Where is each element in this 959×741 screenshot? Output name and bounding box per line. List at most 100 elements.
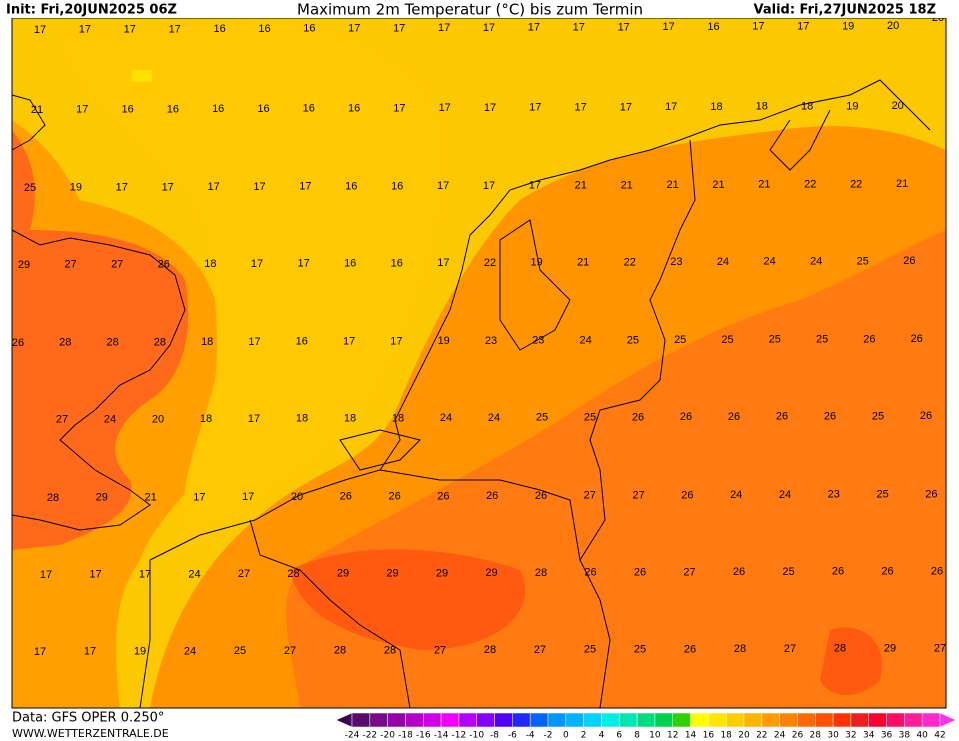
colorbar-tick-label: -14: [434, 731, 449, 741]
temperature-label: 17: [248, 336, 260, 348]
colorbar-box: [619, 712, 638, 728]
temperature-label: 23: [828, 489, 840, 501]
temperature-label: 25: [782, 566, 794, 578]
temperature-label: 26: [437, 490, 449, 502]
colorbar-tick-label: -6: [508, 731, 517, 741]
temperature-label: 24: [579, 335, 591, 347]
coastline: [11, 229, 186, 531]
temperature-label: 26: [680, 411, 692, 423]
temperature-label: 24: [779, 489, 791, 501]
temperature-label: 26: [824, 411, 836, 423]
cool-area: [60, 20, 443, 540]
temperature-label: 17: [574, 102, 586, 114]
temperature-label: 25: [584, 644, 596, 656]
data-source: Data: GFS OPER 0.250°: [12, 711, 164, 726]
colorbar-box: [868, 712, 887, 728]
temperature-label: 17: [665, 101, 677, 113]
temperature-label: 17: [139, 569, 151, 581]
temperature-field: [12, 18, 946, 708]
temperature-label: 27: [111, 259, 123, 271]
temperature-label: 16: [121, 104, 133, 116]
temperature-label: 26: [903, 255, 915, 267]
temperature-label: 17: [84, 646, 96, 658]
temperature-label: 27: [683, 566, 695, 578]
temperature-label: 17: [797, 21, 809, 33]
colorbar-box: [369, 712, 388, 728]
temperature-label: 17: [484, 102, 496, 114]
map-title: Maximum 2m Temperatur (°C) bis zum Termi…: [297, 1, 643, 19]
colorbar-tick-label: 40: [916, 731, 928, 741]
temperature-label: 25: [674, 334, 686, 346]
colorbar-tick-label: 14: [685, 731, 697, 741]
temperature-label: 16: [257, 103, 269, 115]
borders: [249, 109, 831, 709]
coastline: [139, 560, 151, 709]
temperature-label: 25: [816, 334, 828, 346]
colorbar-tick-label: -8: [490, 731, 499, 741]
temperature-label: 27: [64, 259, 76, 271]
temperature-label: 25: [876, 489, 888, 501]
temperature-label: 25: [634, 644, 646, 656]
temperature-label: 27: [934, 642, 946, 654]
colorbar-box: [886, 712, 905, 728]
temperature-label: 28: [154, 336, 166, 348]
colorbar-box: [921, 712, 941, 728]
temperature-label: 16: [167, 103, 179, 115]
temperature-label: 16: [707, 21, 719, 33]
temperature-label: 24: [810, 256, 822, 268]
colorbar-box: [708, 712, 727, 728]
colorbar-tick-label: -24: [345, 731, 360, 741]
hottest-area: [290, 549, 526, 650]
temperature-label: 25: [627, 334, 639, 346]
temperature-label: 16: [344, 258, 356, 270]
temperature-label: 17: [248, 413, 260, 425]
site-name: WWW.WETTERZENTRALE.DE: [12, 727, 169, 740]
temperature-label: 21: [666, 179, 678, 191]
temperature-label: 17: [242, 491, 254, 503]
temperature-label: 18: [296, 413, 308, 425]
colorbar-box: [565, 712, 584, 728]
temperature-label: 28: [47, 492, 59, 504]
colorbar-box: [405, 712, 424, 728]
temperature-label: 29: [436, 567, 448, 579]
colorbar-arrow: [939, 712, 957, 728]
temperature-label: 29: [884, 643, 896, 655]
temperature-label: 24: [730, 489, 742, 501]
temperature-label: 17: [393, 22, 405, 34]
coastline: [769, 109, 831, 171]
temperature-label: 26: [728, 411, 740, 423]
colorbar-box: [654, 712, 673, 728]
temperature-label: 26: [684, 643, 696, 655]
temperature-label: 27: [534, 644, 546, 656]
colorbar-box: [779, 712, 798, 728]
temperature-label: 21: [31, 104, 43, 116]
colorbar-tick-label: 0: [563, 731, 569, 741]
temperature-label: 24: [763, 256, 775, 268]
temperature-label: 21: [758, 179, 770, 191]
colorbar-tick-label: 10: [649, 731, 661, 741]
colorbar-box: [351, 712, 371, 728]
temperature-label: 27: [56, 414, 68, 426]
temperature-label: 17: [124, 24, 136, 36]
colorbar-box: [797, 712, 816, 728]
colorbar: -24 -22 -20 -18 -16 -14 -12 -10 -8 -6 -4 -2 0 2 4 6 8 10 1…: [335, 712, 957, 741]
temperature-label: 28: [106, 337, 118, 349]
temperature-label: 18: [392, 412, 404, 424]
colorbar-box: [547, 712, 567, 728]
temperature-label: 28: [287, 568, 299, 580]
temperature-label: 17: [34, 646, 46, 658]
temperature-label: 17: [529, 180, 541, 192]
colorbar-box: [725, 712, 745, 728]
temperature-label: 16: [348, 103, 360, 115]
temperature-label: 21: [712, 179, 724, 191]
temperature-label: 27: [584, 490, 596, 502]
colorbar-tick-label: 36: [881, 731, 893, 741]
temperature-label: 29: [337, 568, 349, 580]
temperature-label: 26: [925, 488, 937, 500]
temperature-label: 26: [388, 491, 400, 503]
colorbar-box: [387, 712, 406, 728]
temperature-label: 25: [536, 412, 548, 424]
temperature-label: 18: [756, 101, 768, 113]
temperature-label: 16: [258, 23, 270, 35]
